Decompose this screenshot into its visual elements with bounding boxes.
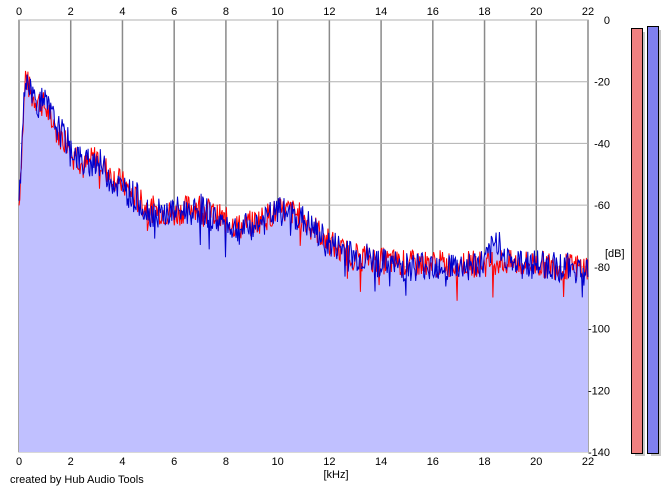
y-tick-label: -80	[594, 262, 610, 274]
x-tick-label-top: 10	[272, 6, 284, 18]
spectrum-fill-area	[19, 70, 588, 453]
x-tick-label-bottom: 22	[582, 456, 594, 468]
y-tick-label: -120	[588, 385, 610, 397]
x-tick-label-top: 8	[223, 6, 229, 18]
level-meter-left	[631, 28, 643, 454]
credit-text: created by Hub Audio Tools	[10, 474, 144, 486]
y-tick-label: -20	[594, 77, 610, 89]
y-tick-label: -60	[594, 200, 610, 212]
y-axis-label: [dB]	[605, 248, 625, 260]
x-tick-label-bottom: 8	[223, 456, 229, 468]
x-tick-label-bottom: 16	[427, 456, 439, 468]
x-tick-label-top: 2	[68, 6, 74, 18]
x-tick-label-bottom: 12	[323, 456, 335, 468]
x-tick-label-bottom: 20	[530, 456, 542, 468]
y-tick-label: -100	[588, 324, 610, 336]
x-tick-label-top: 0	[16, 6, 22, 18]
x-tick-label-bottom: 6	[171, 456, 177, 468]
y-tick-label: -140	[588, 447, 610, 459]
x-tick-label-top: 16	[427, 6, 439, 18]
x-tick-label-top: 14	[375, 6, 387, 18]
x-tick-label-top: 20	[530, 6, 542, 18]
x-tick-label-top: 18	[478, 6, 490, 18]
x-tick-label-bottom: 0	[16, 456, 22, 468]
x-tick-label-bottom: 14	[375, 456, 387, 468]
y-tick-label: 0	[604, 15, 610, 27]
x-tick-label-top: 6	[171, 6, 177, 18]
x-tick-label-top: 22	[582, 6, 594, 18]
x-tick-label-bottom: 10	[272, 456, 284, 468]
series-line-right	[18, 74, 589, 298]
x-tick-label-bottom: 4	[119, 456, 125, 468]
x-tick-label-top: 12	[323, 6, 335, 18]
level-meter-right	[647, 26, 659, 454]
x-tick-label-top: 4	[119, 6, 125, 18]
x-axis-label: [kHz]	[323, 469, 348, 481]
y-tick-label: -40	[594, 138, 610, 150]
x-tick-label-bottom: 2	[68, 456, 74, 468]
tick-labels: 002244668810101212141416161818202022220-…	[16, 6, 610, 468]
x-tick-label-bottom: 18	[478, 456, 490, 468]
